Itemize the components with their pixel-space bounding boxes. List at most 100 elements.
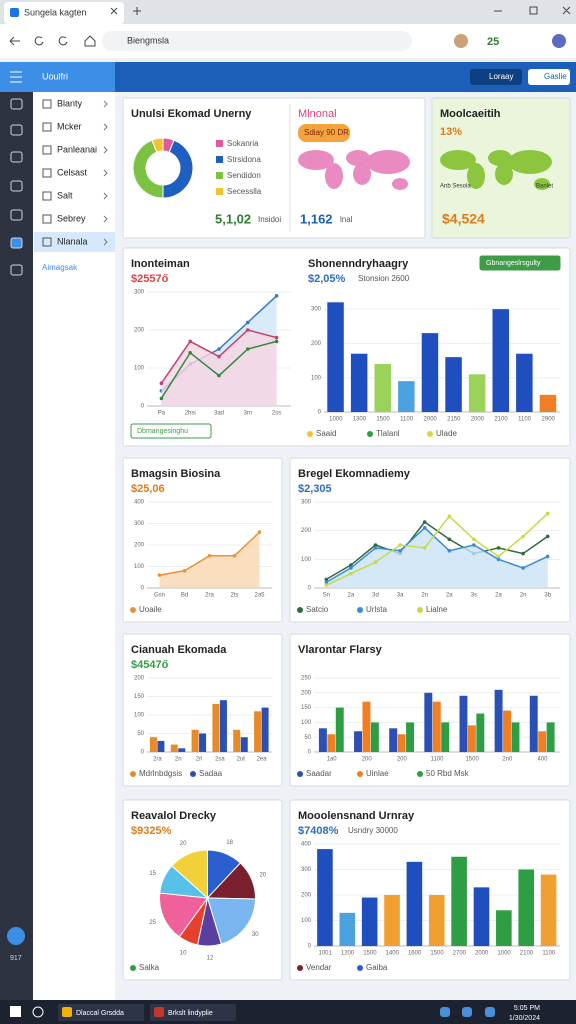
menu-icon — [42, 99, 52, 109]
bar — [339, 912, 356, 946]
task-app[interactable] — [150, 1004, 236, 1021]
x-tick-label: 2ra — [205, 593, 214, 599]
legend-dot — [297, 965, 303, 971]
rail-icon[interactable] — [10, 151, 23, 163]
nav-buttons[interactable] — [9, 35, 96, 47]
task-app-icon — [62, 1007, 72, 1017]
menu-icon — [42, 122, 52, 132]
y-tick-label: 100 — [311, 375, 322, 381]
bar — [467, 725, 476, 752]
bar — [240, 737, 248, 752]
bar — [406, 722, 415, 752]
point — [496, 546, 501, 550]
x-tick-label: 2hsi — [185, 411, 196, 417]
tray-icon[interactable] — [440, 1007, 450, 1017]
menu-item[interactable]: Celsast — [57, 167, 88, 177]
menu-item[interactable]: Blanty — [57, 98, 83, 108]
bar — [538, 731, 547, 752]
x-tick-label: 2sa — [215, 757, 225, 763]
profile[interactable] — [552, 34, 566, 48]
avatar[interactable] — [454, 34, 468, 48]
start[interactable] — [10, 1006, 21, 1017]
rail-icon[interactable] — [10, 237, 23, 249]
legend-label: Sokanria — [227, 139, 259, 148]
card-value: $7408% — [298, 825, 339, 837]
point — [246, 320, 250, 325]
card-button[interactable] — [479, 255, 561, 271]
x-tick-label: 1001 — [319, 951, 333, 957]
card-note: Insidoi — [258, 215, 281, 224]
menu-item[interactable]: Sebrey — [57, 213, 86, 223]
window-controls[interactable] — [494, 6, 571, 15]
legend-dot — [130, 771, 136, 777]
menu-chevron — [103, 146, 108, 154]
point — [545, 554, 550, 559]
tab-icon — [10, 8, 19, 17]
bar — [445, 357, 462, 412]
point — [496, 557, 501, 562]
y-tick-label: 100 — [134, 366, 145, 372]
task-app[interactable] — [58, 1004, 144, 1021]
card-title: Reavalol Drecky — [131, 810, 217, 822]
menu-chevron — [103, 123, 108, 131]
menu-icon[interactable] — [10, 71, 22, 83]
legend-dot — [357, 771, 363, 777]
tray-icon[interactable] — [462, 1007, 472, 1017]
point — [257, 530, 262, 534]
legend-dot — [297, 607, 303, 613]
tab[interactable] — [4, 2, 124, 24]
menu-item[interactable]: Salt — [57, 190, 73, 200]
x-tick-label: 3s — [471, 593, 477, 599]
tab-close[interactable] — [110, 7, 118, 15]
header-button[interactable] — [528, 69, 570, 85]
line — [325, 526, 549, 583]
y-tick-label: 300 — [134, 290, 145, 296]
search[interactable] — [32, 1006, 44, 1018]
bar — [191, 729, 199, 752]
rail-button[interactable] — [7, 927, 25, 945]
point — [157, 573, 162, 577]
point — [182, 569, 187, 573]
menu-icon — [42, 191, 52, 201]
x-tick-label: 2ut — [237, 757, 246, 763]
bar — [529, 695, 538, 752]
point — [217, 354, 221, 359]
rail-icon[interactable] — [10, 98, 23, 110]
legend-label: Urlsta — [366, 605, 387, 614]
rail-icon[interactable] — [10, 124, 23, 136]
menu-item[interactable]: Nlanala — [57, 236, 88, 246]
sidebar-link[interactable]: Aimagsak — [42, 263, 78, 272]
header-button[interactable] — [470, 69, 522, 85]
bar — [511, 722, 520, 752]
new-tab[interactable] — [133, 7, 141, 15]
y-tick-label: 300 — [301, 867, 312, 873]
card-button-label: Dbmangesinghu — [137, 428, 188, 435]
bar — [354, 731, 362, 752]
y-tick-label: 0 — [308, 750, 312, 756]
point — [324, 577, 329, 582]
menu-item[interactable]: Panleanai — [57, 144, 97, 154]
legend-swatch — [216, 140, 223, 147]
map-land — [346, 150, 370, 166]
menu-item[interactable]: Mcker — [57, 121, 82, 131]
legend-dot — [130, 607, 136, 613]
bar — [492, 309, 509, 412]
point — [521, 551, 525, 556]
rail-icon[interactable] — [10, 264, 23, 276]
card-value: $4547ő — [131, 659, 169, 671]
tray-icon[interactable] — [485, 1007, 495, 1017]
bar — [362, 701, 371, 752]
y-tick-label: 100 — [301, 557, 312, 563]
bar — [441, 722, 450, 752]
x-tick-label: Gsn — [154, 593, 165, 599]
card-button[interactable] — [130, 423, 212, 439]
rail-icon[interactable] — [10, 209, 23, 221]
y-tick-label: 300 — [311, 307, 322, 313]
legend-label: Sadaa — [199, 769, 223, 778]
bar — [384, 895, 400, 946]
address-bar[interactable] — [102, 31, 412, 51]
rail-icon[interactable] — [10, 180, 23, 192]
x-tick-label: 2ts — [230, 593, 238, 599]
y-tick-label: 400 — [301, 842, 312, 848]
card-subtitle: Stonsion 2600 — [358, 274, 410, 283]
